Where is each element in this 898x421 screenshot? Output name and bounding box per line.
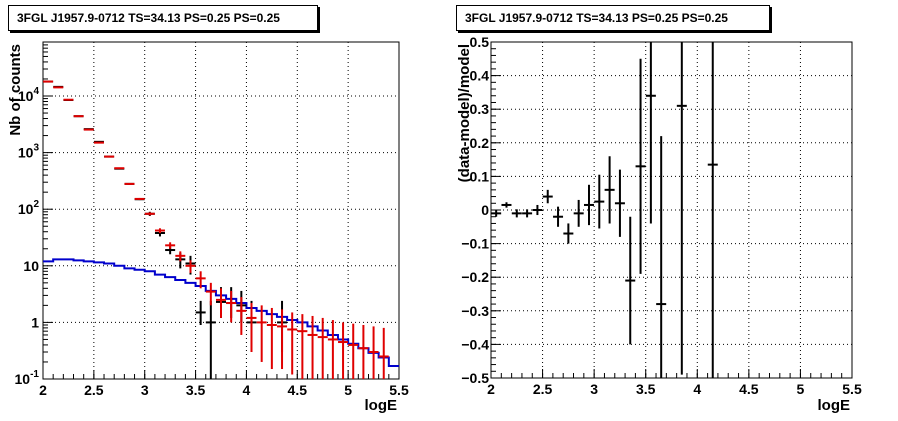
right-y-tick-label: −0.5 — [461, 370, 489, 386]
right-x-tick-label: 3 — [590, 381, 598, 397]
left-y-tick-label: 1 — [31, 314, 39, 330]
left-y-tick-label: 102 — [18, 199, 40, 217]
left-x-tick-label: 5 — [344, 382, 352, 398]
right-y-tick-label: −0.1 — [461, 236, 489, 252]
right-y-tick-label: −0.2 — [461, 269, 489, 285]
left-x-tick-label: 5.5 — [389, 382, 409, 398]
left-y-tick-label: 10-1 — [15, 369, 40, 387]
background-model-line — [43, 258, 399, 367]
right-plot-title: 3FGL J1957.9-0712 TS=34.13 PS=0.25 PS=0.… — [456, 5, 770, 31]
right-x-tick-label: 2 — [487, 381, 495, 397]
right-y-tick-label: 0.4 — [470, 68, 490, 84]
right-x-tick-label: 4 — [693, 381, 701, 397]
left-plot-frame — [42, 41, 400, 380]
left-x-tick-label: 2 — [39, 382, 47, 398]
left-y-tick-label: 10 — [23, 258, 39, 274]
right-y-tick-label: 0.5 — [470, 34, 490, 50]
right-y-tick-label: −0.3 — [461, 303, 489, 319]
left-plot-title: 3FGL J1957.9-0712 TS=34.13 PS=0.25 PS=0.… — [8, 5, 318, 31]
left-x-tick-label: 2.5 — [84, 382, 104, 398]
left-y-axis-title: Nb of counts — [7, 44, 24, 136]
left-x-tick-label: 4.5 — [288, 382, 308, 398]
left-x-axis-title: logE — [365, 397, 398, 414]
right-y-axis-title: (data-model)/model — [456, 44, 473, 182]
left-x-tick-label: 3.5 — [186, 382, 206, 398]
left-y-tick-label: 103 — [18, 143, 40, 161]
right-y-tick-label: 0.1 — [470, 168, 490, 184]
right-x-tick-label: 5.5 — [842, 381, 862, 397]
right-x-tick-label: 4.5 — [739, 381, 759, 397]
right-x-axis-title: logE — [818, 397, 851, 414]
left-x-tick-label: 4 — [243, 382, 251, 398]
right-y-tick-label: 0.3 — [470, 101, 490, 117]
right-x-tick-label: 5 — [797, 381, 805, 397]
right-y-tick-label: −0.4 — [461, 336, 489, 352]
right-plot-residuals: 2 2.5 3 3.5 4 4.5 5 5.5 −0.5 −0.4 −0.3 −0.2 −0.1 0 0.1… — [456, 34, 862, 414]
right-x-tick-label: 2.5 — [533, 381, 553, 397]
right-x-tick-label: 3.5 — [636, 381, 656, 397]
right-y-tick-label: 0.2 — [470, 135, 490, 151]
right-y-tick-label: 0 — [481, 202, 489, 218]
left-x-tick-label: 3 — [141, 382, 149, 398]
